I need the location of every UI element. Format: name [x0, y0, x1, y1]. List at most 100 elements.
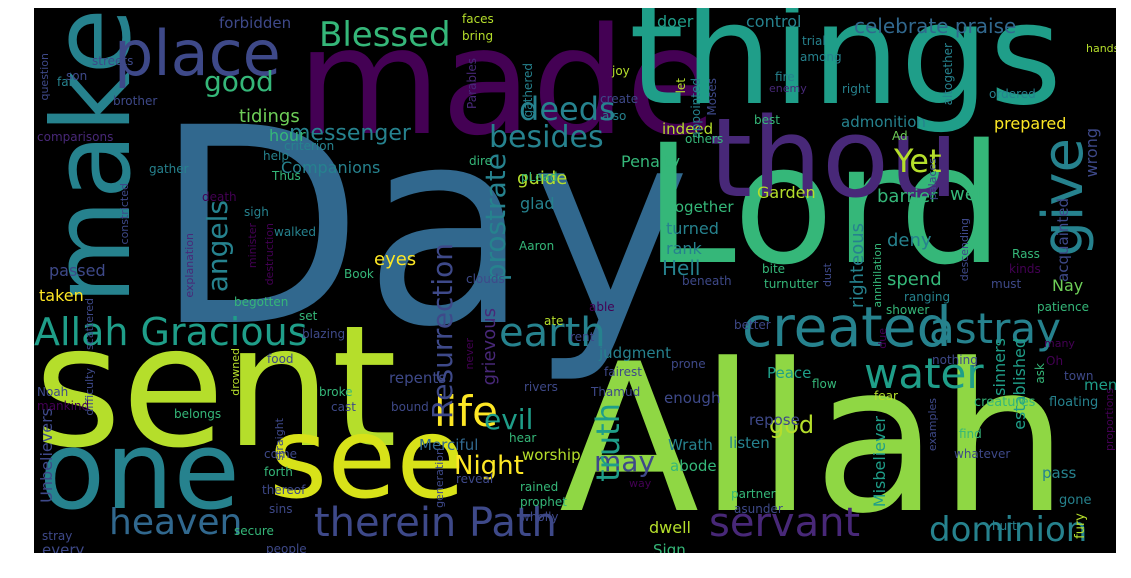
cloud-word: faces	[462, 12, 494, 26]
cloud-word: thou	[709, 94, 959, 222]
cloud-word: gathered	[521, 63, 535, 118]
cloud-word: palaces	[926, 158, 939, 201]
cloud-word: patience	[1037, 300, 1089, 314]
cloud-word: walked	[274, 225, 317, 239]
cloud-word: among	[800, 50, 842, 64]
cloud-word: pLead	[521, 170, 558, 184]
cloud-word: hurt	[992, 519, 1017, 533]
cloud-word: kinds	[1009, 262, 1041, 276]
cloud-word: besides	[489, 120, 604, 155]
cloud-word: guide	[517, 168, 568, 189]
cloud-word: stray	[42, 529, 73, 543]
cloud-word: Allah	[559, 321, 1069, 553]
cloud-word: doer	[657, 12, 694, 31]
cloud-word: turn	[764, 277, 789, 291]
cloud-word: tidings	[239, 106, 300, 127]
cloud-word: fairest	[604, 365, 642, 379]
cloud-word: rank	[666, 239, 702, 258]
cloud-word: criterion	[284, 139, 335, 153]
cloud-word: dwell	[649, 518, 691, 537]
cloud-word: Noah	[37, 385, 69, 399]
cloud-word: son	[66, 69, 88, 83]
cloud-word: dust	[821, 263, 834, 287]
cloud-word: Penalty	[621, 152, 681, 171]
cloud-word: sinners	[990, 338, 1009, 396]
cloud-word: fire	[775, 70, 795, 84]
cloud-word: appointed	[689, 78, 703, 139]
cloud-word: water	[864, 349, 984, 398]
cloud-word: prepared	[994, 114, 1067, 133]
cloud-word: Sign	[653, 541, 686, 554]
cloud-word: truth	[589, 403, 627, 482]
cloud-word: Oh	[1046, 354, 1064, 368]
cloud-word: abode	[670, 457, 717, 475]
cloud-word: rained	[520, 480, 559, 494]
cloud-word: whatever	[954, 447, 1011, 461]
cloud-word: acquainted	[1054, 198, 1072, 282]
cloud-word: sent	[34, 289, 398, 485]
cloud-word: together	[669, 198, 734, 216]
cloud-word: food	[267, 352, 294, 366]
cloud-word: question	[38, 53, 51, 101]
cloud-word: enough	[664, 389, 721, 407]
cloud-word: rivers	[524, 380, 558, 394]
cloud-word: joy	[612, 64, 630, 78]
cloud-word: servant	[709, 500, 861, 546]
cloud-word: well	[950, 184, 986, 205]
cloud-word: cast	[331, 400, 356, 414]
cloud-word: repose	[749, 411, 800, 429]
cloud-word: best	[754, 113, 780, 127]
cloud-word: fear	[874, 389, 898, 403]
cloud-word: enemy	[769, 82, 807, 95]
cloud-word: Nay	[1052, 276, 1084, 295]
cloud-word: Yet	[894, 142, 942, 180]
cloud-word: place	[114, 17, 281, 90]
cloud-word: shower	[886, 303, 930, 317]
cloud-word: asunder	[734, 502, 783, 516]
cloud-word: Rass	[1012, 247, 1040, 261]
cloud-word: Hell	[662, 256, 701, 280]
cloud-word: others	[685, 132, 724, 146]
cloud-word: created	[742, 295, 952, 359]
cloud-word: way	[629, 477, 652, 490]
cloud-word: annihilation	[871, 243, 884, 308]
cloud-word: Resurrection	[426, 243, 459, 419]
cloud-word: town	[1064, 369, 1094, 383]
cloud-word: worship	[522, 446, 581, 464]
cloud-word: must	[991, 277, 1022, 291]
cloud-word: may	[594, 445, 656, 478]
word-cloud-canvas: Day Allah sent made things Lord make tho…	[34, 8, 1116, 553]
cloud-word: forth	[264, 465, 293, 479]
cloud-word: Lord	[644, 109, 1004, 301]
cloud-word: life	[434, 387, 498, 436]
cloud-word: bring	[462, 29, 494, 43]
cloud-word: proportions	[1103, 388, 1116, 452]
cloud-word: repents	[389, 369, 447, 387]
cloud-word: deeds	[519, 90, 616, 128]
cloud-word: eyes	[374, 249, 417, 270]
cloud-word: deny	[887, 230, 932, 251]
cloud-word: Unbelievers	[37, 408, 56, 503]
cloud-word: Day	[154, 71, 692, 387]
cloud-word: rent	[570, 330, 595, 344]
cloud-word: generation	[433, 448, 446, 508]
cloud-word: fury	[1073, 513, 1088, 539]
cloud-word: Thamud	[591, 385, 641, 399]
cloud-word: gone	[1059, 493, 1092, 508]
cloud-word: control	[746, 12, 802, 31]
cloud-word: gather	[149, 162, 189, 176]
cloud-word: Garden	[757, 183, 816, 202]
cloud-word: forbidden	[219, 14, 292, 32]
cloud-word: Aaron	[519, 239, 555, 253]
cloud-word: Merciful	[419, 436, 479, 454]
cloud-word: angels	[201, 200, 234, 293]
cloud-word: glad	[520, 194, 555, 213]
cloud-word: judgment	[599, 344, 671, 362]
cloud-word: Thus	[272, 169, 301, 183]
cloud-word: creatures	[974, 395, 1036, 410]
cloud-word: hour	[269, 126, 306, 145]
cloud-word: right	[842, 82, 871, 96]
cloud-word: many	[1044, 337, 1075, 350]
cloud-word: men	[1084, 376, 1116, 394]
cloud-word: clouds	[466, 272, 505, 286]
